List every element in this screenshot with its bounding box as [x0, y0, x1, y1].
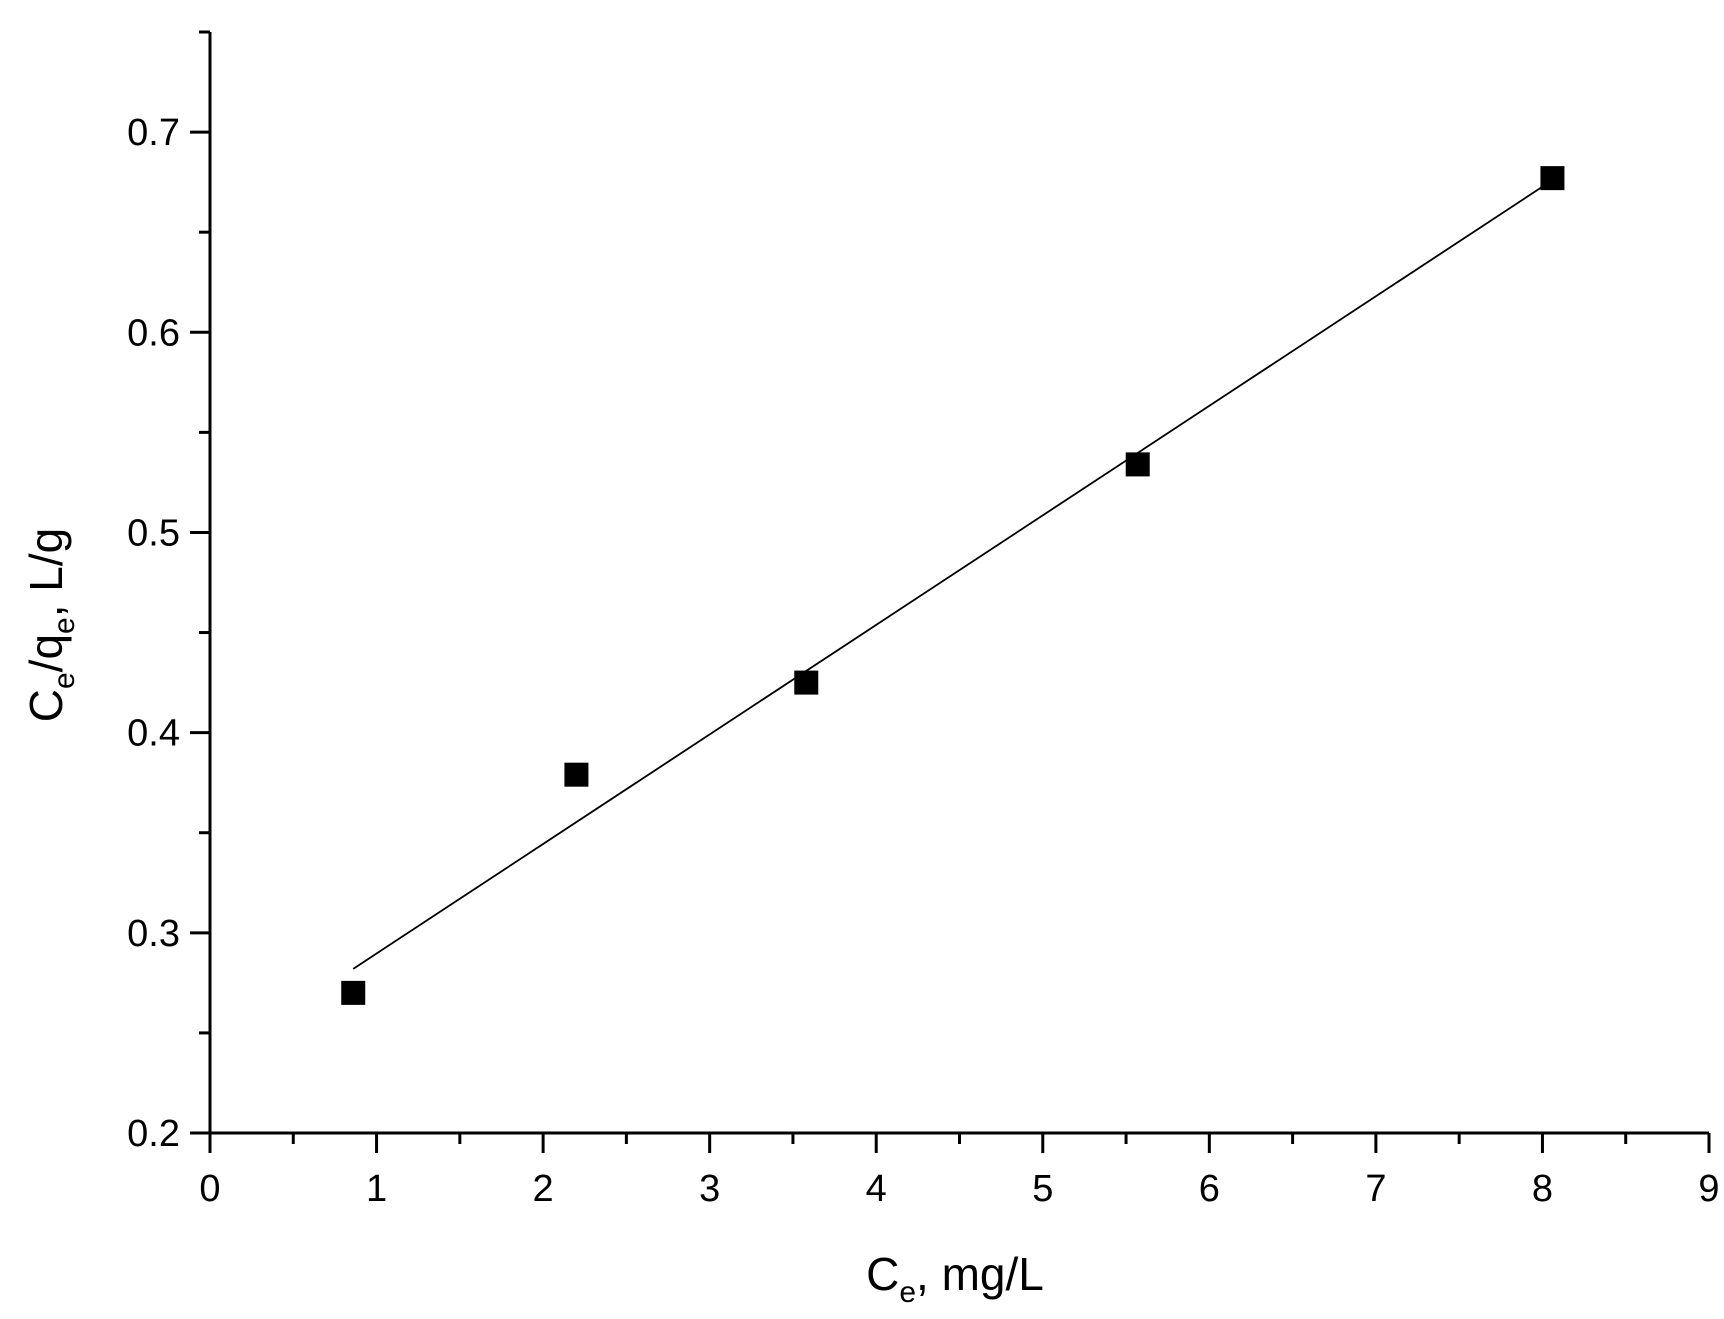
tick-labels: 0 1 2 3 4 5 6 7 8 9 0.2 0.3 0.4 0.5 0.6 0.7 [127, 112, 1719, 1210]
x-tick-label: 2 [533, 1168, 554, 1210]
data-point [564, 762, 589, 787]
data-point [794, 670, 819, 695]
x-tick-label: 0 [199, 1168, 220, 1210]
fit-line-group [352, 179, 1553, 970]
x-axis-title-rest: , mg/L [916, 1248, 1044, 1300]
y-axis-title-subscript-2: e [48, 617, 81, 634]
x-tick-label: 5 [1032, 1168, 1053, 1210]
x-tick-label: 7 [1365, 1168, 1386, 1210]
y-tick-label: 0.2 [127, 1113, 180, 1155]
data-point [341, 980, 366, 1005]
x-tick-label: 9 [1698, 1168, 1719, 1210]
ticks [190, 30, 1711, 1153]
y-tick-label: 0.4 [127, 713, 180, 755]
y-tick-label: 0.3 [127, 913, 180, 955]
x-axis-title: Ce, mg/L [866, 1248, 1044, 1309]
x-axis-title-main: C [866, 1248, 899, 1300]
y-tick-label: 0.5 [127, 512, 180, 554]
x-tick-label: 3 [699, 1168, 720, 1210]
x-axis-title-subscript: e [899, 1276, 916, 1309]
x-tick-label: 6 [1199, 1168, 1220, 1210]
data-points [341, 166, 1565, 1005]
y-axis-title-rest: , L/g [20, 528, 72, 618]
fit-line [352, 179, 1553, 970]
data-point [1125, 452, 1150, 477]
data-point [1540, 166, 1565, 191]
y-axis-title-subscript: e [48, 672, 81, 689]
y-tick-label: 0.7 [127, 112, 180, 154]
y-tick-label: 0.6 [127, 312, 180, 354]
x-tick-label: 4 [866, 1168, 887, 1210]
x-tick-label: 8 [1532, 1168, 1553, 1210]
axes [208, 32, 1709, 1135]
y-axis-title: Ce/qe, L/g [20, 528, 81, 723]
y-axis-title-main: C [20, 689, 72, 722]
y-axis-title-mid: /q [20, 634, 72, 672]
x-tick-label: 1 [366, 1168, 387, 1210]
